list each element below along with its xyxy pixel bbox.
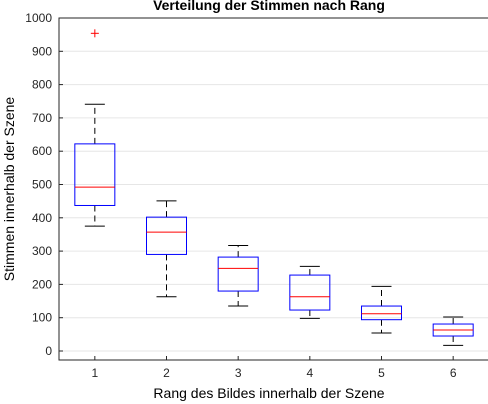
boxes xyxy=(74,29,474,346)
grid-lines xyxy=(59,17,488,352)
x-tick-label: 3 xyxy=(235,366,242,380)
y-tick-label: 900 xyxy=(32,44,52,58)
box xyxy=(146,216,187,255)
box xyxy=(74,143,116,206)
y-tick-label: 400 xyxy=(32,211,52,225)
x-tick-label: 4 xyxy=(306,366,313,380)
box xyxy=(217,256,259,292)
box-group xyxy=(146,200,187,298)
y-tick-label: 100 xyxy=(32,311,52,325)
x-tick-label: 6 xyxy=(450,366,457,380)
box-group xyxy=(432,316,474,346)
x-tick-label: 2 xyxy=(163,366,170,380)
x-tick-label: 5 xyxy=(378,366,385,380)
box-group xyxy=(361,285,402,334)
y-tick-label: 200 xyxy=(32,277,52,291)
box-group xyxy=(74,29,116,227)
y-axis-ticks: 0 100 200 300 400 500 600 700 800 900 1000 xyxy=(25,11,63,358)
outlier-marker xyxy=(90,29,99,38)
box-group xyxy=(217,244,259,307)
y-tick-label: 800 xyxy=(32,78,52,92)
box-group xyxy=(289,265,331,319)
box xyxy=(361,305,402,321)
x-axis-ticks: 1 2 3 4 5 6 xyxy=(91,356,457,380)
y-tick-label: 700 xyxy=(32,111,52,125)
y-tick-label: 1000 xyxy=(25,11,52,25)
chart-title: Verteilung der Stimmen nach Rang xyxy=(153,0,385,13)
box xyxy=(289,274,331,311)
x-tick-label: 1 xyxy=(91,366,98,380)
x-axis-label: Rang des Bildes innerhalb der Szene xyxy=(153,385,384,401)
y-tick-label: 0 xyxy=(45,344,52,358)
y-tick-label: 500 xyxy=(32,178,52,192)
y-tick-label: 600 xyxy=(32,144,52,158)
y-tick-label: 300 xyxy=(32,244,52,258)
y-axis-label: Stimmen innerhalb der Szene xyxy=(1,97,17,282)
plot-frame xyxy=(58,17,488,361)
